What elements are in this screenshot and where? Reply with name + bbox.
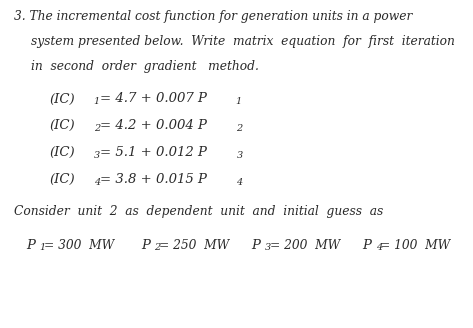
Text: = 250  MW: = 250 MW: [159, 239, 229, 252]
Text: 4: 4: [376, 243, 382, 252]
Text: 4: 4: [236, 178, 243, 187]
Text: = 4.7 + 0.007 P: = 4.7 + 0.007 P: [100, 92, 207, 106]
Text: Consider  unit  2  as  dependent  unit  and  initial  guess  as: Consider unit 2 as dependent unit and in…: [14, 205, 384, 218]
Text: = 4.2 + 0.004 P: = 4.2 + 0.004 P: [100, 119, 207, 133]
Text: (IC): (IC): [50, 146, 75, 159]
Text: = 200  MW: = 200 MW: [270, 239, 340, 252]
Text: 1: 1: [94, 97, 100, 106]
Text: 3. The incremental cost function for generation units in a power: 3. The incremental cost function for gen…: [14, 10, 412, 23]
Text: in  second  order  gradient   method.: in second order gradient method.: [31, 60, 259, 73]
Text: = 100  MW: = 100 MW: [380, 239, 451, 252]
Text: = 300  MW: = 300 MW: [44, 239, 114, 252]
Text: (IC): (IC): [50, 119, 75, 133]
Text: P: P: [26, 239, 35, 252]
Text: = 5.1 + 0.012 P: = 5.1 + 0.012 P: [100, 146, 207, 159]
Text: P: P: [362, 239, 371, 252]
Text: (IC): (IC): [50, 173, 75, 186]
Text: P: P: [252, 239, 261, 252]
Text: 2: 2: [94, 124, 100, 133]
Text: (IC): (IC): [50, 92, 75, 106]
Text: 1: 1: [39, 243, 45, 252]
Text: = 3.8 + 0.015 P: = 3.8 + 0.015 P: [100, 173, 207, 186]
Text: 2: 2: [236, 124, 243, 133]
Text: P: P: [141, 239, 150, 252]
Text: 3: 3: [265, 243, 271, 252]
Text: 2: 2: [154, 243, 160, 252]
Text: 3: 3: [94, 151, 100, 160]
Text: system presented below.  Write  matrix  equation  for  first  iteration: system presented below. Write matrix equ…: [31, 35, 455, 48]
Text: 1: 1: [236, 97, 242, 106]
Text: 3: 3: [236, 151, 243, 160]
Text: 4: 4: [94, 178, 100, 187]
